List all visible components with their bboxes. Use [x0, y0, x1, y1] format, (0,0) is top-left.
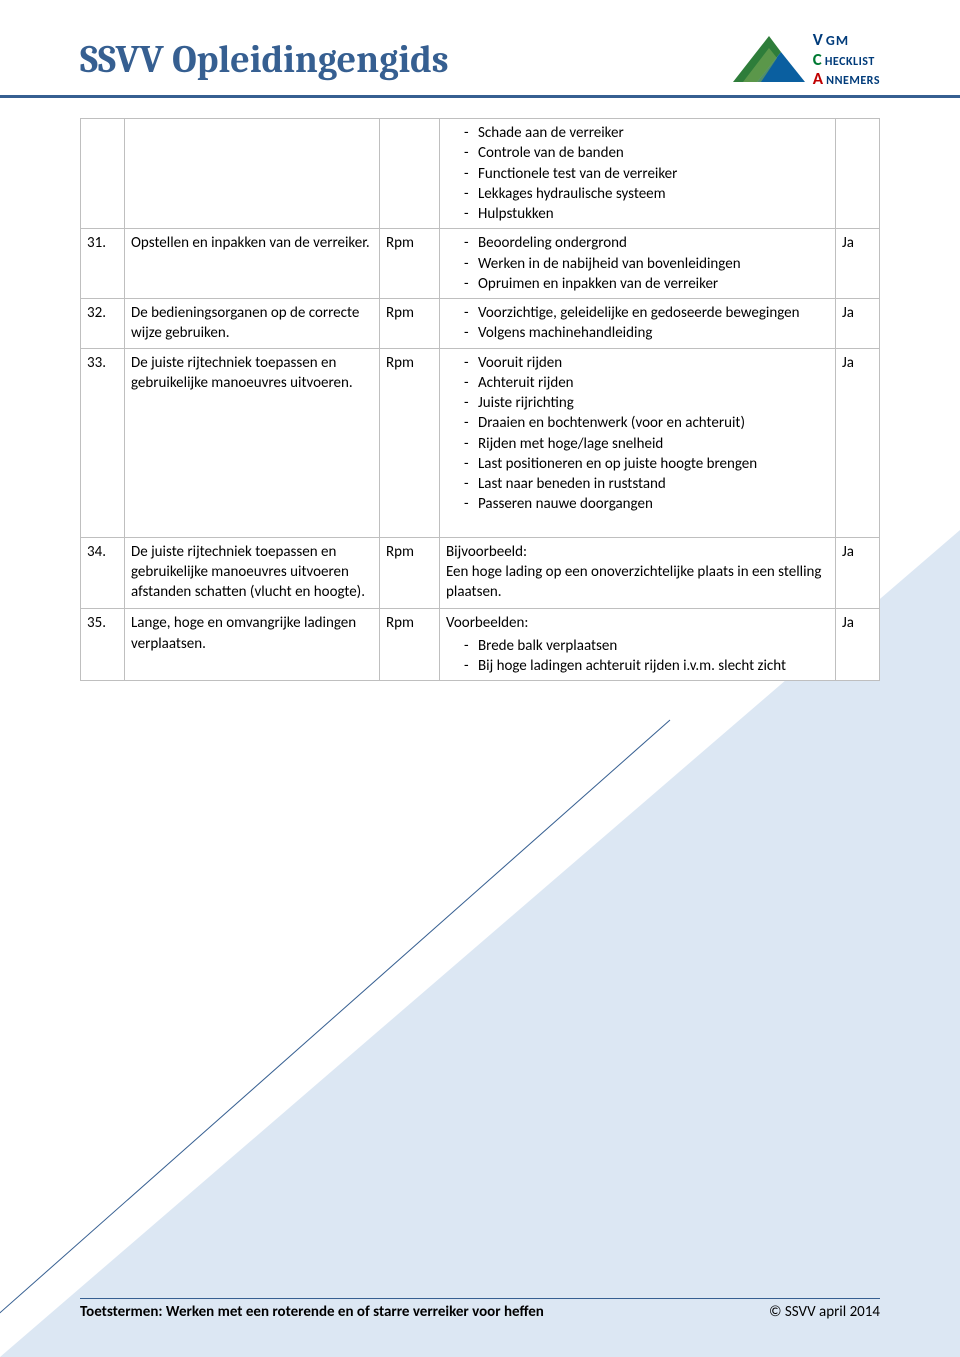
detail-bullet: Juiste rijrichting	[464, 393, 829, 413]
footer-copyright: © SSVV april 2014	[769, 1303, 880, 1321]
row-code: Rpm	[380, 348, 440, 537]
table-row: 33.De juiste rijtechniek toepassen en ge…	[81, 348, 880, 537]
row-number: 33.	[81, 348, 125, 537]
detail-bullet: Beoordeling ondergrond	[464, 233, 829, 253]
detail-bullet: Passeren nauwe doorgangen	[464, 494, 829, 514]
detail-bullets: Beoordeling ondergrondWerken in de nabij…	[446, 233, 829, 294]
row-code: Rpm	[380, 229, 440, 299]
row-description: De juiste rijtechniek toepassen en gebru…	[125, 348, 380, 537]
row-description: Opstellen en inpakken van de verreiker.	[125, 229, 380, 299]
detail-bullet: Brede balk verplaatsen	[464, 636, 829, 656]
row-description: Lange, hoge en omvangrijke ladingen verp…	[125, 609, 380, 681]
detail-pretext: Bijvoorbeeld: Een hoge lading op een ono…	[446, 542, 829, 603]
row-number: 32.	[81, 299, 125, 349]
vca-logo-icon	[733, 34, 805, 86]
row-code: Rpm	[380, 299, 440, 349]
detail-bullets: Brede balk verplaatsenBij hoge ladingen …	[446, 636, 829, 677]
row-ja	[836, 119, 880, 229]
row-number	[81, 119, 125, 229]
row-number: 31.	[81, 229, 125, 299]
detail-bullets: Schade aan de verreikerControle van de b…	[446, 123, 829, 224]
detail-bullet: Functionele test van de verreiker	[464, 164, 829, 184]
row-detail: Voorzichtige, geleidelijke en gedoseerde…	[440, 299, 836, 349]
detail-pretext: Voorbeelden:	[446, 613, 829, 633]
row-code	[380, 119, 440, 229]
row-number: 34.	[81, 537, 125, 609]
detail-bullet: Werken in de nabijheid van bovenleidinge…	[464, 254, 829, 274]
detail-bullet: Rijden met hoge/lage snelheid	[464, 434, 829, 454]
detail-bullet: Voorzichtige, geleidelijke en gedoseerde…	[464, 303, 829, 323]
header-rule	[0, 95, 960, 98]
footer-title: Toetstermen: Werken met een roterende en…	[80, 1303, 739, 1321]
table-row: 32.De bedieningsorganen op de correcte w…	[81, 299, 880, 349]
row-description: De juiste rijtechniek toepassen en gebru…	[125, 537, 380, 609]
detail-bullet: Last positioneren en op juiste hoogte br…	[464, 454, 829, 474]
row-ja: Ja	[836, 348, 880, 537]
detail-bullet: Last naar beneden in ruststand	[464, 474, 829, 494]
row-detail: Vooruit rijdenAchteruit rijdenJuiste rij…	[440, 348, 836, 537]
row-description	[125, 119, 380, 229]
vca-logo: V GM C HECKLIST A NNEMERS	[733, 30, 880, 89]
footer-rule	[80, 1298, 880, 1299]
detail-bullet: Opruimen en inpakken van de verreiker	[464, 274, 829, 294]
criteria-table: Schade aan de verreikerControle van de b…	[80, 118, 880, 681]
detail-bullet: Schade aan de verreiker	[464, 123, 829, 143]
detail-bullet: Hulpstukken	[464, 204, 829, 224]
detail-bullet: Bij hoge ladingen achteruit rijden i.v.m…	[464, 656, 829, 676]
row-code: Rpm	[380, 609, 440, 681]
detail-bullet: Achteruit rijden	[464, 373, 829, 393]
detail-bullets: Voorzichtige, geleidelijke en gedoseerde…	[446, 303, 829, 344]
row-code: Rpm	[380, 537, 440, 609]
row-detail: Schade aan de verreikerControle van de b…	[440, 119, 836, 229]
detail-bullet: Controle van de banden	[464, 143, 829, 163]
vca-logo-text: V GM C HECKLIST A NNEMERS	[813, 30, 880, 89]
row-ja: Ja	[836, 229, 880, 299]
row-ja: Ja	[836, 299, 880, 349]
table-row: 34.De juiste rijtechniek toepassen en ge…	[81, 537, 880, 609]
detail-bullet: Draaien en bochtenwerk (voor en achterui…	[464, 413, 829, 433]
detail-bullets: Vooruit rijdenAchteruit rijdenJuiste rij…	[446, 353, 829, 515]
header: SSVV Opleidingengids V GM C HECKLIST A N…	[80, 30, 880, 89]
row-number: 35.	[81, 609, 125, 681]
table-row: 31.Opstellen en inpakken van de verreike…	[81, 229, 880, 299]
row-detail: Bijvoorbeeld: Een hoge lading op een ono…	[440, 537, 836, 609]
detail-bullet: Vooruit rijden	[464, 353, 829, 373]
row-ja: Ja	[836, 537, 880, 609]
table-row: 35.Lange, hoge en omvangrijke ladingen v…	[81, 609, 880, 681]
row-ja: Ja	[836, 609, 880, 681]
row-description: De bedieningsorganen op de correcte wijz…	[125, 299, 380, 349]
footer: Toetstermen: Werken met een roterende en…	[80, 1298, 880, 1321]
row-detail: Beoordeling ondergrondWerken in de nabij…	[440, 229, 836, 299]
detail-bullet: Volgens machinehandleiding	[464, 323, 829, 343]
page-title: SSVV Opleidingengids	[80, 38, 449, 82]
row-detail: Voorbeelden: Brede balk verplaatsenBij ho…	[440, 609, 836, 681]
table-row: Schade aan de verreikerControle van de b…	[81, 119, 880, 229]
detail-bullet: Lekkages hydraulische systeem	[464, 184, 829, 204]
